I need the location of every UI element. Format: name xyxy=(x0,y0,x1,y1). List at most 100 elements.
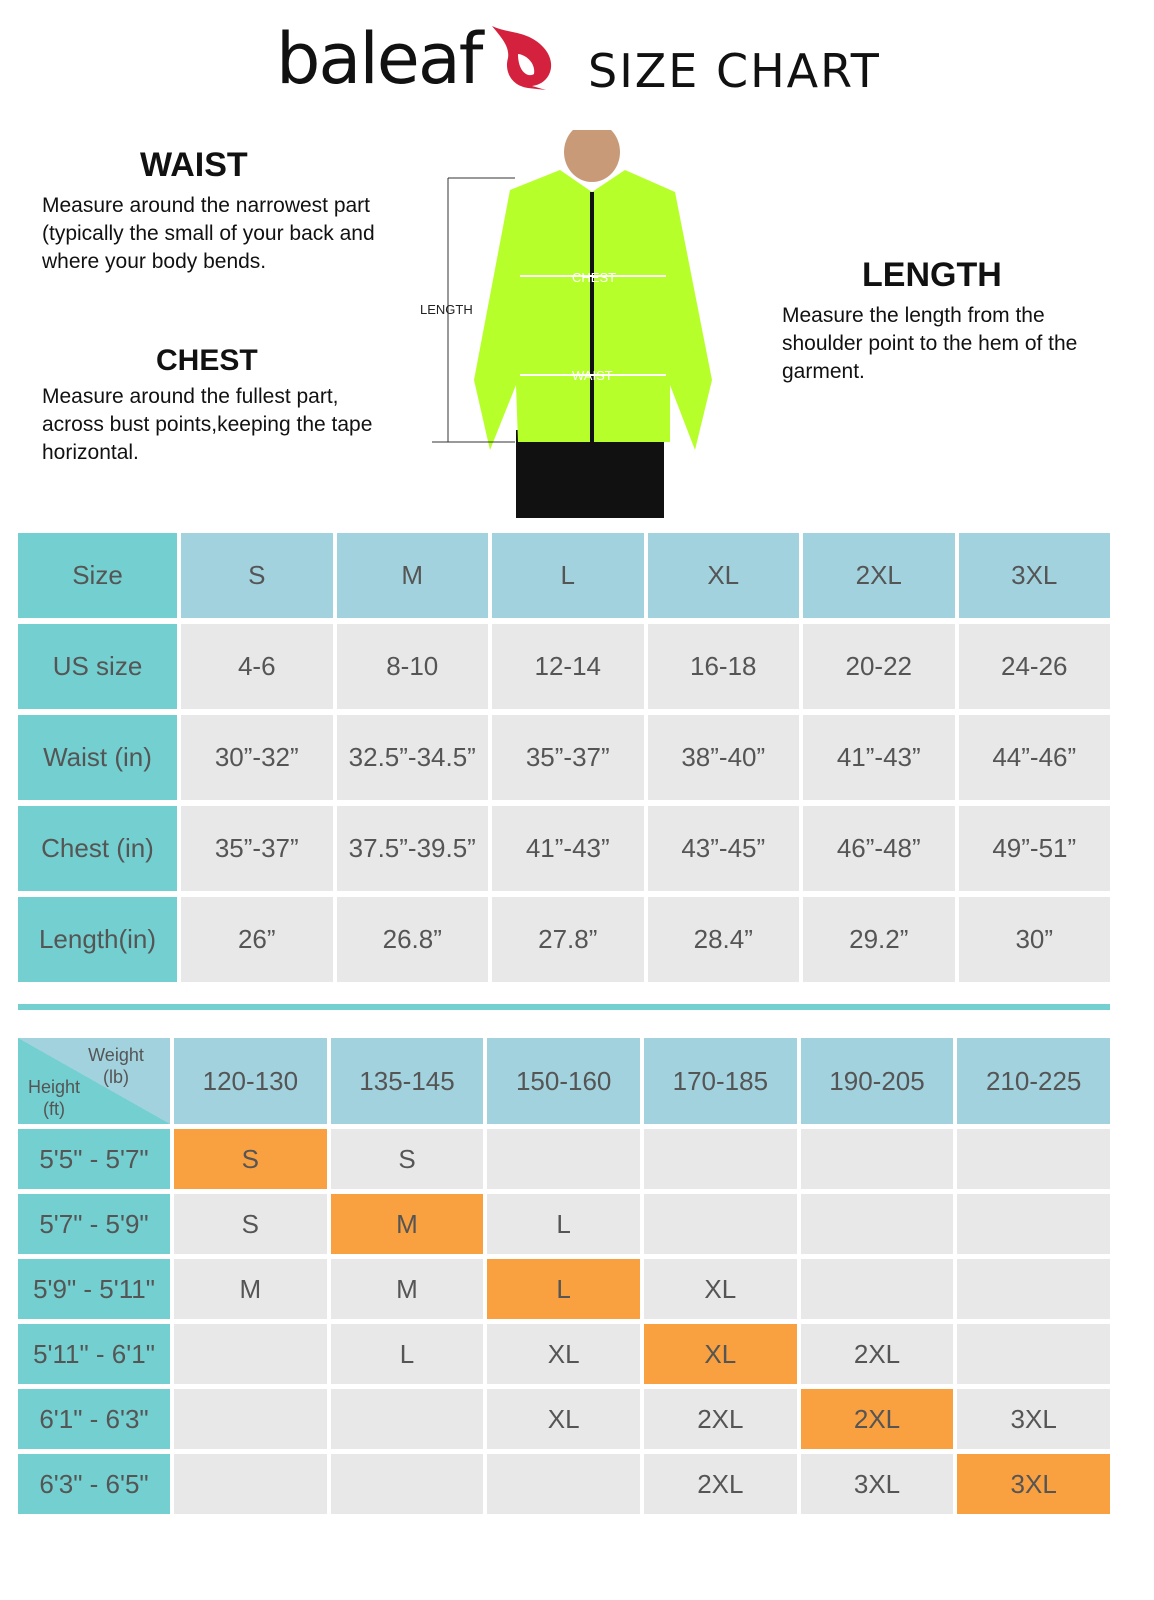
height-label-cell: 5'9" - 5'11" xyxy=(18,1259,170,1319)
height-label-cell: 6'1" - 6'3" xyxy=(18,1389,170,1449)
table-cell: L xyxy=(487,1194,640,1254)
table-cell: 46”-48” xyxy=(803,806,955,891)
height-label-cell: 5'5" - 5'7" xyxy=(18,1129,170,1189)
table-cell: XL xyxy=(487,1389,640,1449)
chest-heading: CHEST xyxy=(156,344,258,377)
size-header-cell: L xyxy=(492,533,644,618)
recommended-size-cell: 3XL xyxy=(957,1454,1110,1514)
row-label-cell: Waist (in) xyxy=(18,715,177,800)
table-cell xyxy=(957,1259,1110,1319)
table-cell xyxy=(957,1194,1110,1254)
table-cell: 30”-32” xyxy=(181,715,333,800)
recommended-size-cell: L xyxy=(487,1259,640,1319)
table-cell xyxy=(644,1194,797,1254)
table-cell: 32.5”-34.5” xyxy=(336,715,488,800)
table-cell: 35”-37” xyxy=(492,715,644,800)
weight-header-cell: 170-185 xyxy=(644,1038,797,1124)
height-label-cell: 5'7" - 5'9" xyxy=(18,1194,170,1254)
length-marker-label: LENGTH xyxy=(420,302,473,317)
height-axis-label: Height (ft) xyxy=(27,1077,81,1119)
table-cell xyxy=(800,1194,954,1254)
table-cell: 29.2” xyxy=(803,897,955,982)
table-cell: 30” xyxy=(958,897,1110,982)
table-cell: M xyxy=(174,1259,327,1319)
recommended-size-cell: XL xyxy=(644,1324,797,1384)
table-cell xyxy=(800,1259,954,1319)
length-heading: LENGTH xyxy=(862,256,1002,294)
height-weight-fit-table: Weight (lb) Height (ft) 120-130 135-145 150-… xyxy=(18,1038,1110,1514)
waist-heading: WAIST xyxy=(140,146,248,184)
size-header-cell: S xyxy=(181,533,333,618)
length-description: Measure the length from the shoulder poi… xyxy=(782,304,1078,383)
table-cell: 4-6 xyxy=(181,624,333,709)
table-cell xyxy=(174,1324,327,1384)
brand-logo-text: baleaf xyxy=(276,18,483,100)
table-cell: XL xyxy=(487,1324,640,1384)
table-cell: 24-26 xyxy=(958,624,1110,709)
height-label-cell: 5'11" - 6'1" xyxy=(18,1324,170,1384)
weight-header-cell: 150-160 xyxy=(487,1038,640,1124)
row-label-cell: Chest (in) xyxy=(18,806,177,891)
size-header-cell: 3XL xyxy=(958,533,1110,618)
table-cell: 8-10 xyxy=(336,624,488,709)
chest-description: Measure around the fullest part, across … xyxy=(42,385,373,464)
table-cell xyxy=(174,1389,327,1449)
size-measurement-table: Size S M L XL 2XL 3XL US size 4-6 8-10 12-14 16-18 2… xyxy=(18,533,1110,982)
size-label-cell: Size xyxy=(18,533,177,618)
table-cell: 12-14 xyxy=(492,624,644,709)
table-cell xyxy=(957,1129,1110,1189)
table-cell: 28.4” xyxy=(647,897,799,982)
table-cell: 38”-40” xyxy=(647,715,799,800)
waist-marker-label: WAIST xyxy=(572,368,613,383)
table-cell: 3XL xyxy=(957,1389,1110,1449)
recommended-size-cell: 2XL xyxy=(800,1389,954,1449)
table-cell: 41”-43” xyxy=(492,806,644,891)
table-cell xyxy=(487,1129,640,1189)
table-cell: 2XL xyxy=(644,1389,797,1449)
table-cell xyxy=(957,1324,1110,1384)
weight-header-cell: 210-225 xyxy=(957,1038,1110,1124)
table-cell: 26” xyxy=(181,897,333,982)
size-header-cell: 2XL xyxy=(803,533,955,618)
recommended-size-cell: M xyxy=(330,1194,484,1254)
table-cell: 44”-46” xyxy=(958,715,1110,800)
table-cell: 16-18 xyxy=(647,624,799,709)
weight-axis-label: Weight (lb) xyxy=(88,1045,144,1087)
weight-header-cell: 190-205 xyxy=(800,1038,954,1124)
size-header-cell: XL xyxy=(647,533,799,618)
height-label-cell: 6'3" - 6'5" xyxy=(18,1454,170,1514)
table-cell: 43”-45” xyxy=(647,806,799,891)
table-cell xyxy=(174,1454,327,1514)
table-cell: L xyxy=(330,1324,484,1384)
table-cell xyxy=(330,1454,484,1514)
leaf-logo-icon xyxy=(492,26,552,90)
table-cell xyxy=(330,1389,484,1449)
section-divider xyxy=(18,1004,1110,1010)
table-cell: S xyxy=(174,1194,327,1254)
size-header-cell: M xyxy=(336,533,488,618)
waist-description: Measure around the narrowest part (typic… xyxy=(42,194,375,273)
chest-marker-label: CHEST xyxy=(572,270,617,285)
table-cell: 20-22 xyxy=(803,624,955,709)
table-cell: 2XL xyxy=(800,1324,954,1384)
weight-header-cell: 135-145 xyxy=(330,1038,484,1124)
table-cell: 2XL xyxy=(644,1454,797,1514)
table-cell: 3XL xyxy=(800,1454,954,1514)
table-cell xyxy=(487,1454,640,1514)
weight-header-cell: 120-130 xyxy=(174,1038,327,1124)
table-cell: 37.5”-39.5” xyxy=(336,806,488,891)
row-label-cell: US size xyxy=(18,624,177,709)
table-cell: 49”-51” xyxy=(958,806,1110,891)
corner-header-cell: Weight (lb) Height (ft) xyxy=(18,1038,170,1124)
table-cell: 26.8” xyxy=(336,897,488,982)
table-cell xyxy=(644,1129,797,1189)
table-cell: 41”-43” xyxy=(803,715,955,800)
table-cell xyxy=(800,1129,954,1189)
recommended-size-cell: S xyxy=(174,1129,327,1189)
row-label-cell: Length(in) xyxy=(18,897,177,982)
table-cell: 35”-37” xyxy=(181,806,333,891)
table-cell: 27.8” xyxy=(492,897,644,982)
jacket-model-image xyxy=(432,130,712,518)
page-title: SIZE CHART xyxy=(588,44,881,98)
table-cell: XL xyxy=(644,1259,797,1319)
